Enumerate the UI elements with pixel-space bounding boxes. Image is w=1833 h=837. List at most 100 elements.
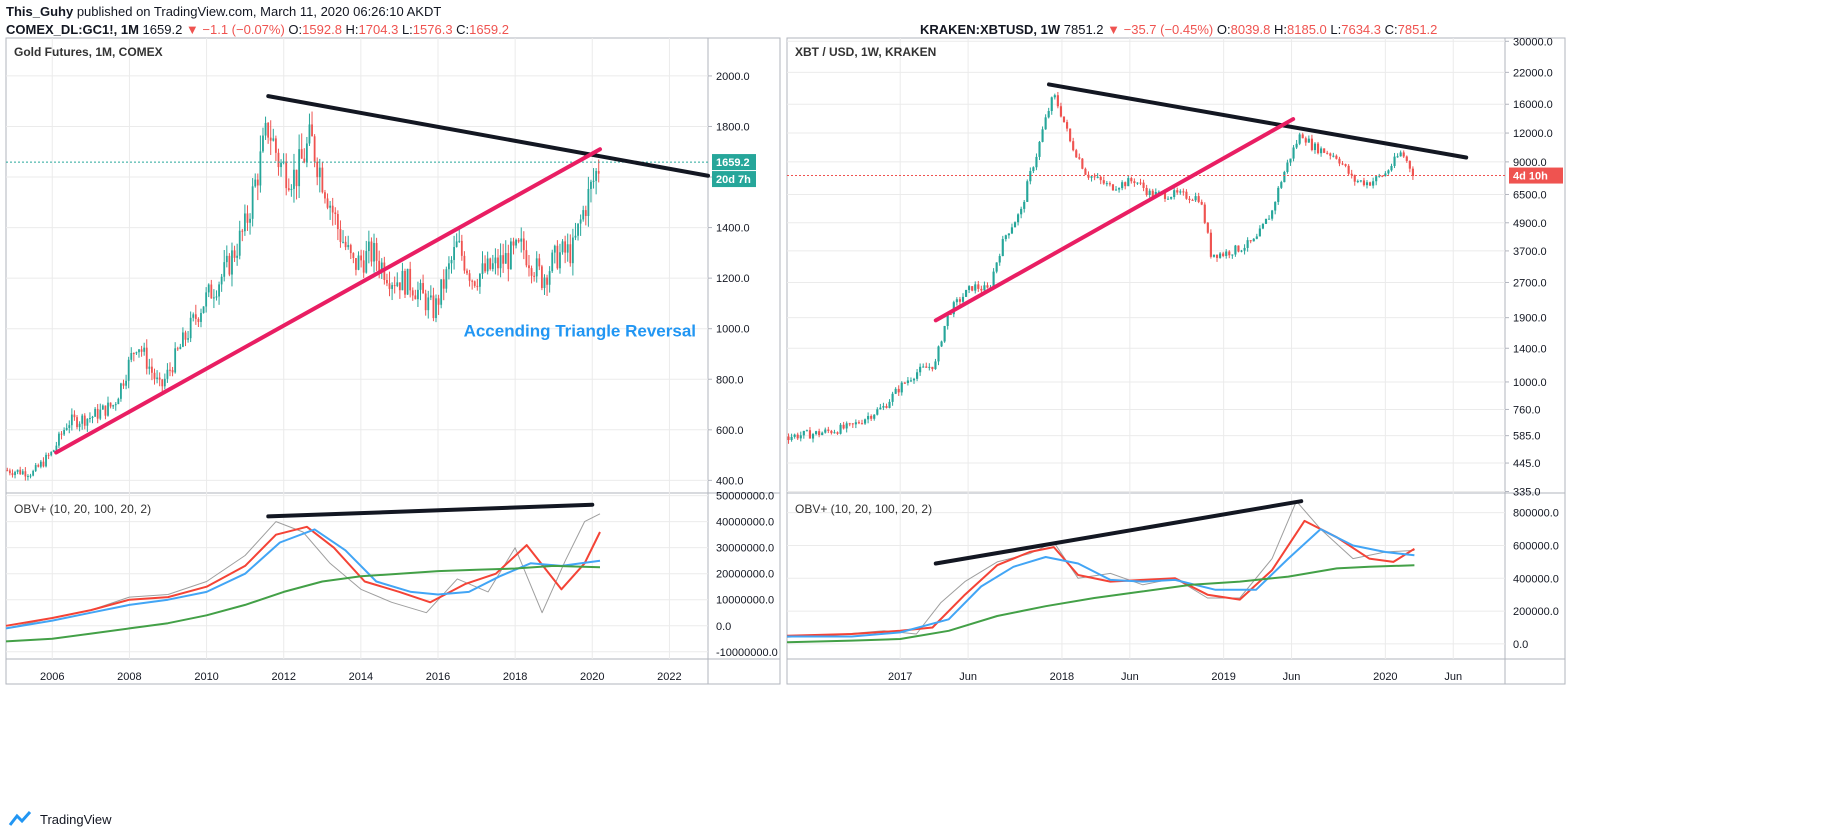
candle-body bbox=[486, 258, 489, 272]
candle-body bbox=[553, 245, 556, 253]
trend-line-resistance bbox=[266, 94, 710, 178]
candle-body bbox=[1102, 180, 1105, 184]
candle-body bbox=[919, 366, 922, 373]
candle-body bbox=[192, 314, 195, 318]
candle-body bbox=[793, 434, 796, 437]
x-tick-label: 2006 bbox=[40, 671, 64, 683]
indicator-y-tick-label: 50000000.0 bbox=[716, 491, 774, 503]
x-tick-label: 2022 bbox=[657, 671, 681, 683]
brand-name: TradingView bbox=[40, 811, 112, 827]
candle-body bbox=[561, 241, 564, 253]
candle-body bbox=[339, 229, 342, 242]
candle-body bbox=[91, 416, 94, 419]
candle-body bbox=[551, 252, 554, 272]
left-c-label: C: bbox=[456, 22, 470, 37]
candle-body bbox=[1332, 155, 1335, 157]
candle-body bbox=[158, 377, 161, 380]
chart-title: XBT / USD, 1W, KRAKEN bbox=[795, 45, 936, 59]
countdown-badge bbox=[1509, 167, 1563, 184]
candle-body bbox=[894, 388, 897, 394]
left-l-value: 1576.3 bbox=[412, 22, 453, 37]
candle-body bbox=[264, 122, 267, 136]
candle-body bbox=[998, 256, 1001, 263]
candle-body bbox=[370, 241, 373, 262]
candle-body bbox=[1099, 176, 1102, 181]
candle-body bbox=[1096, 176, 1099, 178]
candle-body bbox=[329, 205, 332, 208]
candle-body bbox=[45, 454, 47, 467]
candle-body bbox=[243, 213, 246, 232]
indicator-title: OBV+ (10, 20, 100, 20, 2) bbox=[14, 502, 151, 516]
candle-body bbox=[1368, 182, 1372, 186]
candle-body bbox=[225, 255, 228, 263]
candle-body bbox=[1163, 192, 1167, 199]
indicator-y-tick-label: 0.0 bbox=[1513, 639, 1528, 651]
y-tick-label: 1000.0 bbox=[716, 324, 750, 336]
candle-body bbox=[499, 255, 502, 269]
candle-body bbox=[1283, 171, 1286, 183]
candle-body bbox=[324, 192, 326, 199]
candle-body bbox=[1372, 181, 1375, 186]
candle-body bbox=[249, 218, 251, 223]
candle-body bbox=[269, 137, 272, 141]
countdown-badge-label: 20d 7h bbox=[716, 174, 751, 186]
candle-body bbox=[851, 423, 854, 425]
y-tick-label: 12000.0 bbox=[1513, 128, 1553, 140]
candle-body bbox=[238, 230, 241, 256]
candle-body bbox=[1252, 238, 1255, 242]
x-tick-label: 2019 bbox=[1211, 671, 1235, 683]
candle-body bbox=[590, 181, 592, 189]
candle-body bbox=[1243, 247, 1246, 251]
candle-body bbox=[460, 240, 463, 256]
candle-body bbox=[507, 253, 510, 270]
candle-body bbox=[127, 359, 130, 381]
trend-line-ascending bbox=[54, 147, 602, 455]
indicator-y-tick-label: 800000.0 bbox=[1513, 508, 1559, 520]
candle-body bbox=[231, 250, 233, 275]
candle-body bbox=[104, 405, 107, 416]
candle-body bbox=[1044, 117, 1047, 130]
candle-body bbox=[1111, 184, 1115, 191]
candle-body bbox=[1402, 152, 1405, 157]
chart-frame-0 bbox=[5, 37, 781, 685]
candle-body bbox=[827, 429, 830, 431]
candle-body bbox=[818, 431, 821, 436]
footer-brand[interactable]: TradingView bbox=[8, 810, 112, 828]
trend-line-resistance bbox=[1046, 82, 1469, 160]
left-ticker[interactable]: COMEX_DL:GC1!, 1M bbox=[6, 22, 139, 37]
candle-body bbox=[955, 299, 958, 303]
candle-body bbox=[556, 245, 559, 269]
candle-body bbox=[1105, 183, 1108, 185]
candle-body bbox=[176, 348, 179, 350]
right-ticker[interactable]: KRAKEN:XBTUSD, 1W bbox=[920, 22, 1061, 37]
candle-body bbox=[1010, 227, 1014, 234]
candle-body bbox=[70, 414, 73, 426]
chart-frame-1 bbox=[786, 37, 1566, 685]
candle-body bbox=[515, 239, 517, 246]
candle-body bbox=[78, 423, 81, 428]
candle-body bbox=[863, 419, 867, 424]
candle-body bbox=[574, 235, 577, 238]
author-name[interactable]: This_Guhy bbox=[6, 4, 74, 19]
indicator-series-ma_fast bbox=[5, 525, 601, 627]
candle-body bbox=[949, 314, 952, 316]
candle-body bbox=[1047, 110, 1050, 118]
candle-body bbox=[504, 253, 507, 264]
candle-body bbox=[1001, 239, 1004, 257]
candle-body bbox=[182, 332, 184, 347]
candle-body bbox=[223, 262, 226, 277]
candle-body bbox=[73, 414, 76, 418]
candle-body bbox=[1329, 153, 1332, 156]
candle-body bbox=[1240, 250, 1243, 252]
candle-body bbox=[300, 149, 303, 159]
candle-body bbox=[1292, 147, 1295, 159]
candle-body bbox=[1072, 141, 1075, 151]
candle-body bbox=[331, 205, 334, 213]
y-tick-label: 760.0 bbox=[1513, 404, 1541, 416]
y-tick-label: 1900.0 bbox=[1513, 313, 1547, 325]
candle-body bbox=[974, 284, 977, 291]
candle-body bbox=[207, 284, 210, 293]
candle-body bbox=[1384, 173, 1387, 177]
candle-body bbox=[27, 476, 29, 478]
